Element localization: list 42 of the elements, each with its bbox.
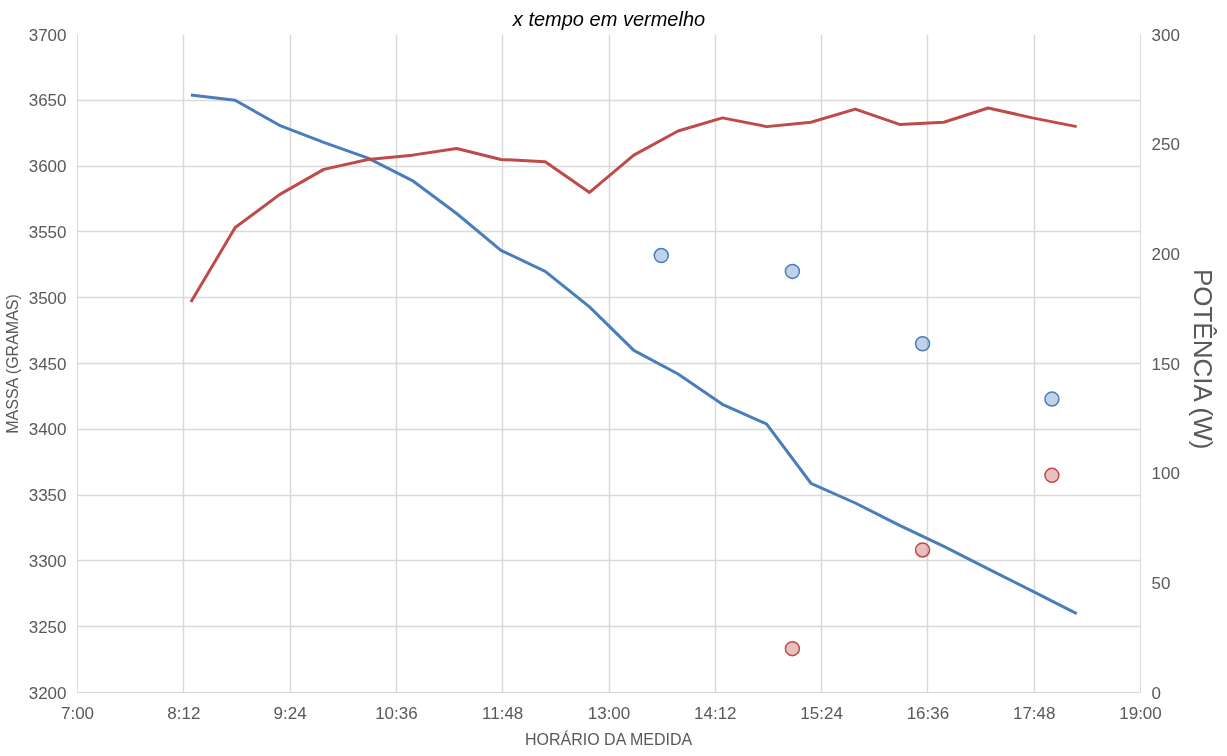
chart-title: x tempo em vermelho — [511, 7, 706, 30]
x-tick-label: 11:48 — [482, 703, 524, 723]
x-tick-label: 7:00 — [60, 703, 95, 723]
y2-tick-label: 300 — [1151, 25, 1180, 45]
y-tick-label: 3600 — [28, 157, 67, 177]
point — [914, 542, 931, 558]
y-tick-label: 3250 — [28, 617, 67, 637]
x-tick-label: 17:48 — [1012, 703, 1056, 723]
point — [1044, 467, 1060, 484]
x-tick-label: 8:12 — [167, 703, 201, 723]
y2-tick-label: 250 — [1151, 135, 1180, 155]
y-tick-label: 3650 — [28, 91, 67, 111]
y-tick-label: 3300 — [28, 551, 67, 571]
x-tick-label: 16:36 — [906, 703, 950, 723]
y2-tick-label: 50 — [1151, 573, 1171, 593]
point — [784, 640, 801, 657]
line-series — [189, 93, 1079, 616]
x-tick-label: 10:36 — [375, 703, 418, 723]
y-tick-label: 3500 — [28, 288, 67, 308]
x-tick-label: 13:00 — [587, 703, 631, 723]
y-tick-label: 3400 — [28, 420, 67, 440]
x-tick-label: 14:12 — [694, 703, 737, 723]
point — [653, 247, 670, 264]
y-tick-label: 3450 — [28, 354, 67, 374]
y-tick-label: 3700 — [28, 25, 67, 45]
x-tick-label: 9:24 — [273, 703, 307, 723]
y2-tick-label: 100 — [1151, 464, 1180, 484]
y-tick-label: 3350 — [28, 486, 67, 506]
y2-tick-label: 150 — [1151, 354, 1180, 374]
y-axis-title: MASSA (GRAMAS) — [3, 294, 21, 434]
y2-tick-label: 200 — [1151, 244, 1180, 264]
point — [914, 336, 931, 352]
y-tick-label: 3550 — [28, 222, 67, 242]
line-series — [189, 106, 1079, 304]
point — [784, 263, 801, 280]
x-tick-label: 19:00 — [1119, 703, 1162, 723]
y2-tick-label: 0 — [1151, 683, 1161, 703]
y-tick-label: 3200 — [28, 683, 67, 703]
x-axis-title: HORÁRIO DA MEDIDA — [524, 729, 693, 748]
point — [1044, 391, 1060, 407]
x-tick-label: 15:24 — [800, 703, 843, 723]
y2-axis-title: POTÊNCIA (W) — [1187, 268, 1218, 450]
